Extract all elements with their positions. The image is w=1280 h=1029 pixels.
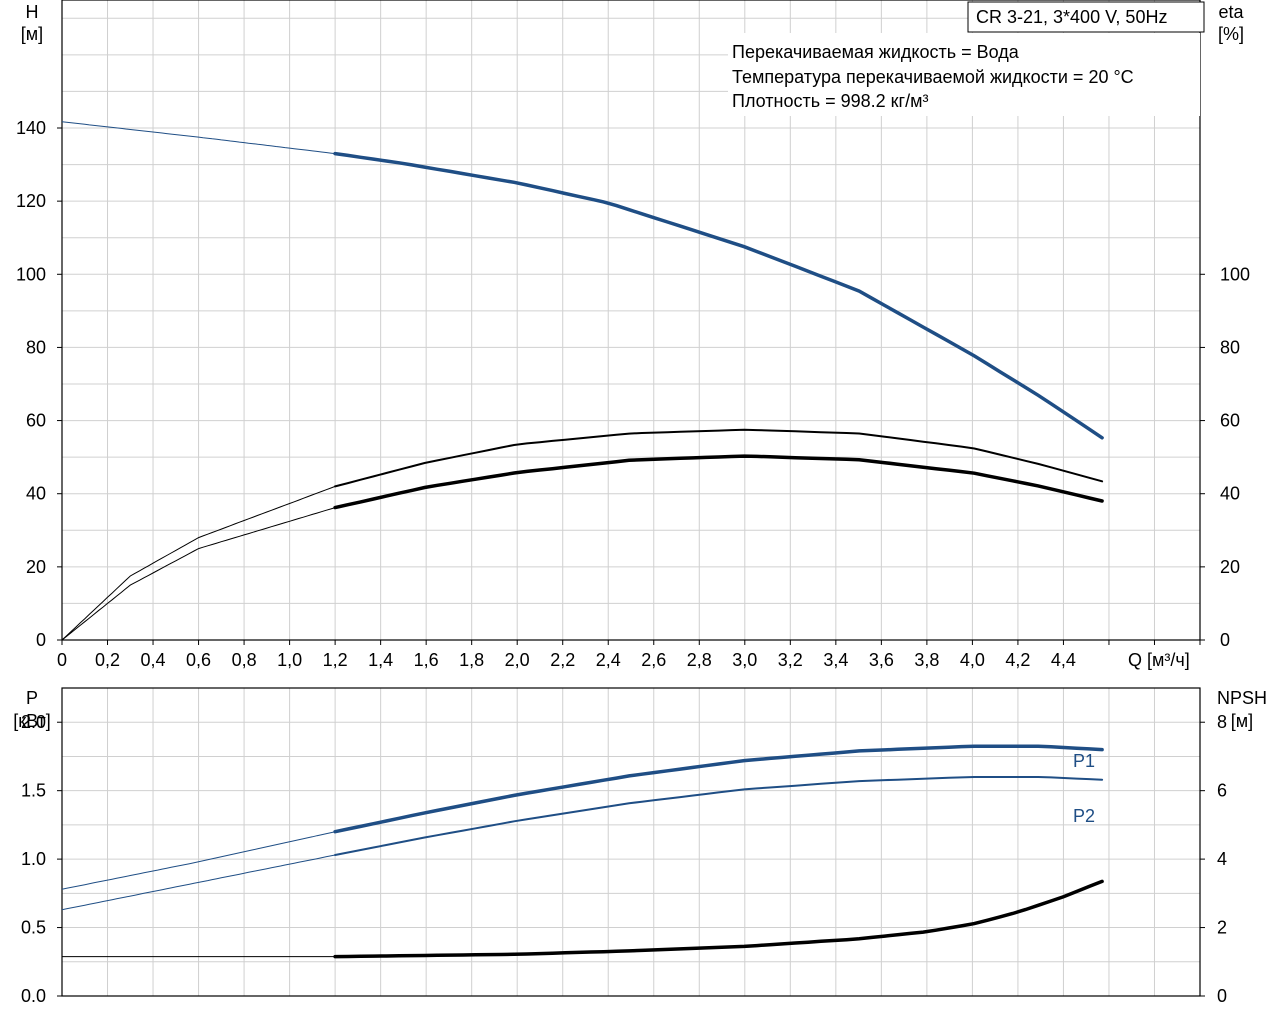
bottom-grid [62,688,1200,996]
x-tick-label: 3,2 [778,650,803,670]
x-tick-label: 4,2 [1005,650,1030,670]
x-tick-label: 2,2 [550,650,575,670]
top-left-tick-label: 20 [26,557,46,577]
bottom-right-tick-label: 4 [1217,849,1227,869]
x-tick-label: 3,6 [869,650,894,670]
bottom-left-axis-label: P [26,688,38,708]
top-right-tick-label: 20 [1220,557,1240,577]
top-right-tick-label: 0 [1220,630,1230,650]
bottom-left-tick-label: 1.5 [21,781,46,801]
x-tick-label: 1,8 [459,650,484,670]
top-right-tick-label: 60 [1220,411,1240,431]
curve-eta_lower [333,454,1104,510]
curve-p1 [333,744,1104,834]
top-left-tick-label: 100 [16,264,46,284]
top-right-axis-unit: [%] [1218,24,1244,44]
x-tick-label: 0,4 [141,650,166,670]
x-tick-label: 0,2 [95,650,120,670]
chart-title: CR 3-21, 3*400 V, 50Hz [976,7,1167,27]
x-tick-label: 3,0 [732,650,757,670]
top-left-axis-label: H [26,2,39,22]
annotation-density: Плотность = 998.2 кг/м³ [732,91,928,111]
top-left-axis-unit: [м] [21,24,43,44]
x-tick-label: 3,4 [823,650,848,670]
top-right-tick-label: 80 [1220,337,1240,357]
curve-npsh [333,879,1104,959]
bottom-right-tick-label: 2 [1217,918,1227,938]
x-tick-label: 1,6 [414,650,439,670]
top-tick-labels: 0 0,2 0,4 0,6 0,8 1,0 1,2 1,4 1,6 1,8 2,0 2,2 2,4 2,6… [16,118,1250,670]
x-tick-label: 0,8 [232,650,257,670]
top-left-tick-label: 0 [36,630,46,650]
series-label-p1: P1 [1073,751,1095,771]
bottom-curves [61,744,1104,959]
curve-eta_upper-extension [61,485,336,641]
top-right-axis-label: eta [1218,2,1244,22]
bottom-tick-labels: 0.0 0.5 1.0 1.5 2.0 0 2 4 6 8 [21,712,1227,1006]
x-tick-label: 2,4 [596,650,621,670]
bottom-left-tick-label: 0.0 [21,986,46,1006]
x-tick-label: 4,4 [1051,650,1076,670]
bottom-left-tick-label: 0.5 [21,918,46,938]
bottom-right-axis-unit: [м] [1231,711,1253,731]
top-plot-frame [61,0,1201,641]
x-tick-label: 0,6 [186,650,211,670]
top-left-tick-label: 60 [26,411,46,431]
bottom-right-axis-label: NPSH [1217,688,1267,708]
x-tick-label: 2,8 [687,650,712,670]
bottom-left-axis-unit: [кВт] [13,711,51,731]
x-axis-label: Q [м³/ч] [1128,650,1190,670]
curve-p1-extension [61,831,336,890]
x-tick-label: 1,2 [323,650,348,670]
top-right-tick-label: 40 [1220,484,1240,504]
bottom-right-tick-label: 0 [1217,986,1227,1006]
title-box [967,1,1205,33]
top-left-tick-label: 80 [26,337,46,357]
series-label-p2: P2 [1073,806,1095,826]
top-left-tick-label: 40 [26,484,46,504]
curve-p2 [334,776,1104,856]
bottom-left-tick-label: 1.0 [21,849,46,869]
x-tick-label: 2,6 [641,650,666,670]
curve-eta_upper [334,428,1104,488]
bottom-right-tick-label: 6 [1217,781,1227,801]
x-tick-label: 4,0 [960,650,985,670]
curve-eta_lower-extension [61,507,336,641]
curve-h-extension [61,121,336,155]
x-tick-label: 3,8 [914,650,939,670]
info-box-background [728,33,1200,116]
bottom-left-tick-label: 2.0 [21,712,46,732]
curve-h [333,151,1104,440]
bottom-right-tick-label: 8 [1217,712,1227,732]
x-tick-label: 2,0 [505,650,530,670]
top-right-tick-label: 100 [1220,264,1250,284]
top-left-tick-label: 140 [16,118,46,138]
bottom-plot-frame [61,687,1201,997]
top-left-tick-label: 120 [16,191,46,211]
annotation-liquid: Перекачиваемая жидкость = Вода [732,42,1020,62]
annotation-temperature: Температура перекачиваемой жидкости = 20… [732,67,1134,87]
x-tick-label: 1,0 [277,650,302,670]
curve-p2-extension [61,854,336,911]
x-tick-label: 0 [57,650,67,670]
top-curves [61,121,1104,641]
x-tick-label: 1,4 [368,650,393,670]
